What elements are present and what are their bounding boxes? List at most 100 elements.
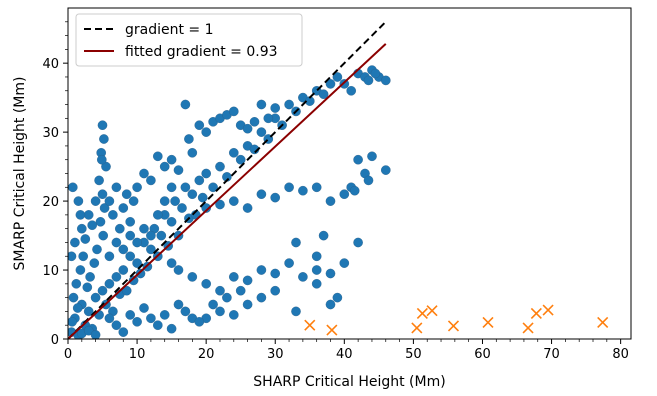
data-point <box>325 268 336 279</box>
data-point <box>104 313 115 324</box>
data-point <box>78 251 88 262</box>
data-point <box>170 196 180 206</box>
data-point <box>156 230 167 241</box>
legend: gradient = 1 fitted gradient = 0.93 <box>75 13 303 67</box>
legend-label: gradient = 1 <box>125 22 214 38</box>
data-point <box>125 216 135 227</box>
data-point <box>187 272 198 282</box>
data-point <box>339 258 350 268</box>
data-point <box>311 265 322 275</box>
data-point <box>90 196 101 206</box>
outlier-stroke <box>597 316 609 329</box>
data-point <box>115 223 125 234</box>
data-point <box>353 154 363 165</box>
data-point <box>82 282 93 293</box>
data-point <box>90 292 101 303</box>
data-point <box>83 210 94 220</box>
x-tick-label: 20 <box>198 347 215 362</box>
data-point <box>99 134 109 144</box>
data-point <box>121 189 132 199</box>
data-point <box>111 182 122 193</box>
data-point <box>370 68 381 79</box>
data-point <box>256 189 267 199</box>
data-point <box>201 278 211 289</box>
outlier-point <box>530 307 542 320</box>
data-point <box>118 265 129 275</box>
data-point <box>284 99 294 110</box>
data-point <box>128 275 139 286</box>
data-point <box>263 113 274 124</box>
data-point <box>242 299 253 310</box>
outlier-stroke <box>542 304 554 316</box>
data-point <box>118 203 129 213</box>
outlier-point <box>597 316 609 329</box>
data-point <box>270 285 281 296</box>
y-tick-label: 30 <box>42 126 59 141</box>
data-point <box>380 75 391 86</box>
data-point <box>215 306 225 317</box>
data-point <box>194 120 205 130</box>
outlier-point <box>411 322 423 334</box>
data-point <box>166 154 177 165</box>
data-point <box>159 196 170 206</box>
data-point <box>194 175 205 186</box>
outlier-stroke <box>482 316 494 329</box>
outlier-point <box>522 322 534 334</box>
data-point <box>242 203 253 213</box>
data-point <box>111 320 122 331</box>
outlier-point <box>542 304 554 316</box>
outlier-point <box>447 320 460 332</box>
data-point <box>242 275 253 286</box>
data-point <box>353 237 363 248</box>
data-point <box>104 251 115 262</box>
data-point <box>132 237 142 248</box>
data-point <box>97 285 108 296</box>
data-point <box>146 313 156 324</box>
data-point <box>75 210 86 220</box>
outlier-point <box>326 324 338 336</box>
y-tick-label: 0 <box>51 333 59 348</box>
data-point <box>215 199 225 210</box>
data-point <box>132 316 142 327</box>
data-point <box>92 244 102 255</box>
data-point <box>97 154 107 165</box>
data-point <box>125 310 135 320</box>
data-point <box>94 175 104 186</box>
data-point <box>298 272 308 282</box>
data-point <box>270 103 281 113</box>
gradient-one-line <box>68 21 387 339</box>
data-point <box>242 123 253 134</box>
data-point <box>95 216 106 227</box>
data-point <box>270 268 281 279</box>
outlier-point <box>426 305 438 317</box>
data-point <box>139 223 149 234</box>
plot-area <box>68 21 609 339</box>
data-point <box>68 317 77 327</box>
data-point <box>363 175 374 186</box>
data-point <box>235 154 246 165</box>
y-axis-label: SMARP Critical Height (Mm) <box>12 77 28 271</box>
data-point <box>75 265 86 275</box>
x-tick-label: 10 <box>129 347 146 362</box>
data-point <box>367 151 377 162</box>
data-point <box>215 285 225 296</box>
data-point <box>201 127 211 137</box>
x-tick-label: 60 <box>474 347 491 362</box>
data-point <box>228 272 239 282</box>
data-point <box>159 161 170 172</box>
data-point <box>256 292 267 303</box>
data-point <box>201 203 211 213</box>
outlier-stroke <box>416 307 428 320</box>
data-point <box>166 182 177 193</box>
data-point <box>146 175 156 186</box>
outlier-stroke <box>426 305 438 317</box>
data-point <box>128 196 139 206</box>
data-point <box>99 203 110 213</box>
data-point <box>222 292 232 303</box>
data-point <box>349 185 360 196</box>
data-point <box>173 265 184 275</box>
legend-label: fitted gradient = 0.93 <box>125 44 278 60</box>
data-point <box>325 79 336 89</box>
data-point <box>132 182 142 193</box>
